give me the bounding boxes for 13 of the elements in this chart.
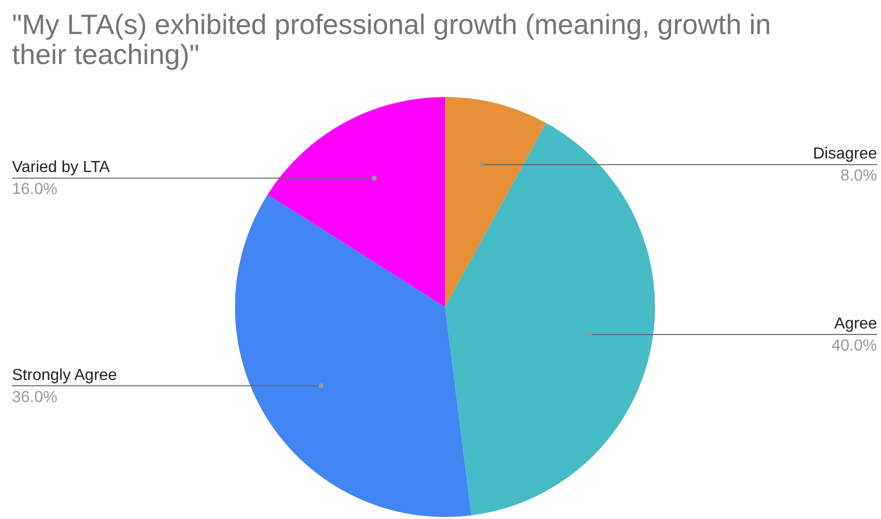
data-label: 16.0%: [12, 181, 58, 198]
chart-title: "My LTA(s) exhibited professional growth (meaning, growth in their teaching)": [12, 9, 772, 70]
pie-slice: [268, 97, 445, 307]
slice-label: Varied by LTA: [12, 159, 110, 176]
data-label: 8.0%: [840, 168, 877, 185]
pie-slice: [235, 194, 472, 517]
slice-label: Agree: [834, 316, 878, 333]
pie-slice: [445, 97, 546, 307]
pie-slice: [445, 122, 655, 516]
slice-label: Disagree: [812, 146, 878, 163]
data-label: 40.0%: [832, 338, 877, 355]
slice-label: Strongly Agree: [12, 366, 118, 384]
data-label: 36.0%: [12, 388, 58, 406]
